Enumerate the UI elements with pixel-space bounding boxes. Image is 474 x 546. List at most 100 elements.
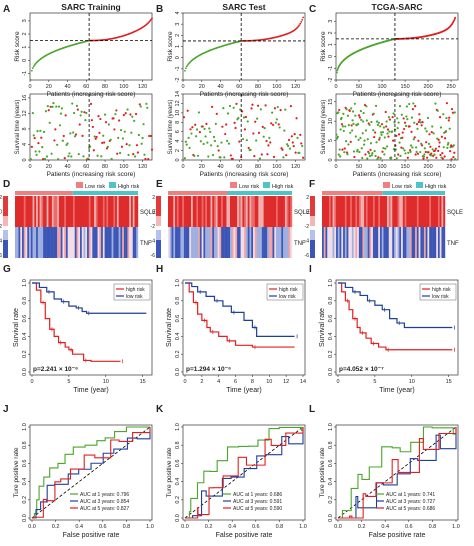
heatmap-cell [16, 227, 19, 258]
p-value-label: p=1.294 × 10⁻⁶ [186, 366, 231, 373]
heatmap-cell [199, 227, 202, 258]
y-tick-label: 6 [175, 130, 181, 133]
heatmap-cell [69, 227, 72, 258]
heatmap-cell [362, 227, 365, 258]
survival-point [209, 130, 212, 133]
survival-point [374, 104, 378, 107]
color-scale-segment [156, 230, 161, 240]
y-tick-label-group: 0.8 [175, 441, 181, 449]
survival-point [391, 139, 395, 142]
heatmap-cell [388, 227, 391, 258]
survival-point [354, 114, 357, 117]
y-tick-label: 0.8 [175, 441, 181, 449]
survival-point [51, 105, 54, 108]
risk-point [184, 67, 187, 70]
y-tick-label-group: -2 [175, 78, 181, 83]
survival-point [370, 154, 374, 157]
heatmap-cell [238, 196, 241, 227]
heatmap-cell [108, 196, 111, 227]
survival-point [243, 128, 247, 131]
heatmap-cell [97, 227, 100, 258]
survival-point [52, 102, 55, 105]
heatmap-cell [64, 227, 67, 258]
survival-point [422, 157, 425, 160]
plot-frame [182, 93, 306, 161]
risk-point [31, 67, 34, 70]
heatmap-cell [434, 196, 437, 227]
x-tick-label: 40 [217, 164, 223, 170]
heatmap-cell [383, 196, 386, 227]
heatmap-cell [221, 196, 224, 227]
survival-point [337, 153, 340, 156]
heatmap-cell [205, 196, 208, 227]
x-tick-label: 0 [28, 164, 31, 170]
survival-point [256, 104, 260, 107]
y-tick-label: 0.8 [22, 297, 28, 305]
heatmap-cell [237, 196, 240, 227]
scale-tick-label: -4 [0, 239, 2, 245]
heatmap-cell [169, 227, 172, 258]
survival-point [425, 141, 428, 144]
survival-point [409, 150, 412, 154]
x-axis-label: Patients (increasing risk score) [353, 171, 442, 178]
y-tick-label-group: 0.6 [175, 315, 181, 323]
y-axis-label-group: Survival time (years) [15, 100, 21, 155]
heatmap-cell [437, 227, 440, 258]
color-scale-segment [3, 226, 8, 230]
heatmap-cell [215, 196, 218, 227]
heatmap-cell [88, 196, 91, 227]
heatmap-cell [385, 227, 388, 258]
heatmap-cell [85, 196, 88, 227]
heatmap-cell [283, 227, 286, 258]
x-tick-label: 8 [251, 379, 254, 385]
heatmap-cell [27, 227, 30, 258]
legend-high-label: High risk [425, 184, 447, 190]
y-tick-label-group: 0.2 [328, 350, 334, 358]
heatmap-cell [120, 227, 123, 258]
survival-point [149, 134, 153, 138]
heatmap-cell [132, 227, 135, 258]
survival-point [62, 134, 65, 138]
y-tick-label-group: 3 [328, 20, 334, 23]
heatmap-cell [87, 227, 89, 258]
heatmap-cell [429, 227, 432, 258]
heatmap-cell [272, 196, 275, 227]
heatmap-cell [441, 196, 444, 227]
heatmap-cell [134, 196, 137, 227]
heatmap-cell [322, 227, 324, 258]
heatmap-cell [270, 227, 273, 258]
x-tick-label: 0.2 [205, 524, 213, 530]
survival-point [36, 129, 39, 133]
y-tick-label: 0.4 [328, 333, 334, 341]
heatmap-cell [378, 196, 381, 227]
heatmap-cell [187, 196, 190, 227]
plot-frame [335, 279, 459, 376]
survival-point [388, 130, 391, 133]
legend-low-label: low risk [126, 294, 143, 300]
heatmap-cell [240, 196, 243, 227]
heatmap-cell [189, 227, 192, 258]
heatmap-cell [32, 227, 35, 258]
heatmap-cell [233, 227, 236, 258]
survival-point [380, 131, 383, 134]
heatmap-cell [34, 227, 37, 258]
heatmap-cell [256, 227, 259, 258]
heatmap-cell [288, 227, 291, 258]
panel-title: SARC Training [61, 2, 121, 12]
heatmap-cell [226, 196, 229, 227]
color-scale-segment [156, 240, 161, 258]
group-bar-low [322, 191, 383, 195]
auc-legend-label: AUC at 1 years: 0.741 [386, 492, 435, 498]
survival-point [374, 131, 377, 134]
survival-point [29, 158, 33, 161]
heatmap-cell [339, 227, 342, 258]
legend-high-label: High risk [118, 184, 140, 190]
y-tick-label: 1.0 [328, 423, 334, 431]
survival-point [110, 157, 113, 161]
heatmap-cell [337, 196, 340, 227]
color-scale-segment [310, 196, 315, 216]
heatmap-cell [267, 227, 270, 258]
heatmap-cell [196, 227, 199, 258]
plot-frame [335, 93, 459, 161]
heatmap-cell [208, 227, 211, 258]
